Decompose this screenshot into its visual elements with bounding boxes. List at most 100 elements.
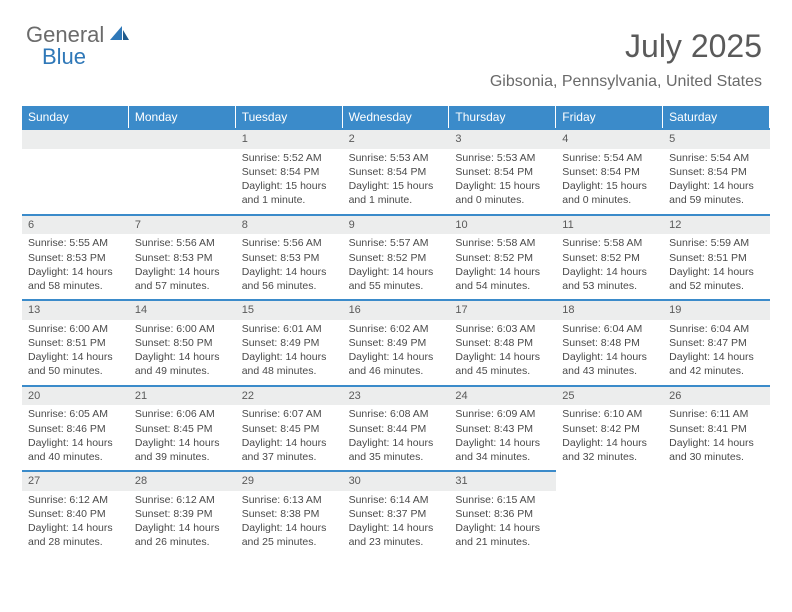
day-number: 29 (236, 472, 343, 491)
day-body: Sunrise: 6:12 AMSunset: 8:40 PMDaylight:… (22, 491, 129, 556)
day-body: Sunrise: 6:04 AMSunset: 8:47 PMDaylight:… (663, 320, 770, 385)
sunset-line: Sunset: 8:53 PM (242, 251, 337, 265)
title-block: July 2025 Gibsonia, Pennsylvania, United… (490, 28, 762, 91)
day-cell: 8Sunrise: 5:56 AMSunset: 8:53 PMDaylight… (236, 214, 343, 300)
sunset-line: Sunset: 8:52 PM (562, 251, 657, 265)
daylight-line: Daylight: 14 hours and 59 minutes. (669, 179, 764, 207)
day-cell: 13Sunrise: 6:00 AMSunset: 8:51 PMDayligh… (22, 299, 129, 385)
day-cell: 25Sunrise: 6:10 AMSunset: 8:42 PMDayligh… (556, 385, 663, 471)
day-cell: 22Sunrise: 6:07 AMSunset: 8:45 PMDayligh… (236, 385, 343, 471)
day-number: 6 (22, 216, 129, 235)
sunset-line: Sunset: 8:50 PM (135, 336, 230, 350)
daylight-line: Daylight: 14 hours and 43 minutes. (562, 350, 657, 378)
column-header: Friday (556, 106, 663, 128)
day-number: 26 (663, 387, 770, 406)
day-number: 2 (343, 130, 450, 149)
day-number: 12 (663, 216, 770, 235)
daylight-line: Daylight: 14 hours and 21 minutes. (455, 521, 550, 549)
day-number: 4 (556, 130, 663, 149)
daylight-line: Daylight: 15 hours and 1 minute. (349, 179, 444, 207)
sunset-line: Sunset: 8:52 PM (455, 251, 550, 265)
day-body: Sunrise: 5:58 AMSunset: 8:52 PMDaylight:… (449, 234, 556, 299)
column-header: Saturday (663, 106, 770, 128)
sunset-line: Sunset: 8:52 PM (349, 251, 444, 265)
sunrise-line: Sunrise: 6:08 AM (349, 407, 444, 421)
day-number: 7 (129, 216, 236, 235)
daylight-line: Daylight: 14 hours and 34 minutes. (455, 436, 550, 464)
day-body: Sunrise: 6:14 AMSunset: 8:37 PMDaylight:… (343, 491, 450, 556)
sunrise-line: Sunrise: 5:53 AM (455, 151, 550, 165)
day-number: 3 (449, 130, 556, 149)
daylight-line: Daylight: 14 hours and 49 minutes. (135, 350, 230, 378)
sunrise-line: Sunrise: 6:12 AM (135, 493, 230, 507)
logo-sail-icon (108, 24, 130, 47)
day-cell: 28Sunrise: 6:12 AMSunset: 8:39 PMDayligh… (129, 470, 236, 556)
column-header: Wednesday (343, 106, 450, 128)
day-number: 30 (343, 472, 450, 491)
day-body: Sunrise: 6:13 AMSunset: 8:38 PMDaylight:… (236, 491, 343, 556)
daylight-line: Daylight: 14 hours and 46 minutes. (349, 350, 444, 378)
day-number: 27 (22, 472, 129, 491)
daylight-line: Daylight: 14 hours and 25 minutes. (242, 521, 337, 549)
sunrise-line: Sunrise: 6:00 AM (28, 322, 123, 336)
sunset-line: Sunset: 8:47 PM (669, 336, 764, 350)
day-number: 19 (663, 301, 770, 320)
sunrise-line: Sunrise: 6:06 AM (135, 407, 230, 421)
daylight-line: Daylight: 14 hours and 37 minutes. (242, 436, 337, 464)
day-number: 14 (129, 301, 236, 320)
day-cell: 15Sunrise: 6:01 AMSunset: 8:49 PMDayligh… (236, 299, 343, 385)
daylight-line: Daylight: 14 hours and 53 minutes. (562, 265, 657, 293)
day-cell: 10Sunrise: 5:58 AMSunset: 8:52 PMDayligh… (449, 214, 556, 300)
sunrise-line: Sunrise: 5:55 AM (28, 236, 123, 250)
daylight-line: Daylight: 14 hours and 50 minutes. (28, 350, 123, 378)
sunset-line: Sunset: 8:49 PM (349, 336, 444, 350)
column-header: Sunday (22, 106, 129, 128)
daylight-line: Daylight: 14 hours and 48 minutes. (242, 350, 337, 378)
day-cell: 31Sunrise: 6:15 AMSunset: 8:36 PMDayligh… (449, 470, 556, 556)
daylight-line: Daylight: 14 hours and 40 minutes. (28, 436, 123, 464)
day-body: Sunrise: 6:04 AMSunset: 8:48 PMDaylight:… (556, 320, 663, 385)
day-body: Sunrise: 6:03 AMSunset: 8:48 PMDaylight:… (449, 320, 556, 385)
sunset-line: Sunset: 8:46 PM (28, 422, 123, 436)
sunrise-line: Sunrise: 6:00 AM (135, 322, 230, 336)
day-body: Sunrise: 5:58 AMSunset: 8:52 PMDaylight:… (556, 234, 663, 299)
day-number: 25 (556, 387, 663, 406)
day-number: 20 (22, 387, 129, 406)
sunrise-line: Sunrise: 5:58 AM (455, 236, 550, 250)
daylight-line: Daylight: 14 hours and 42 minutes. (669, 350, 764, 378)
daylight-line: Daylight: 14 hours and 55 minutes. (349, 265, 444, 293)
sunrise-line: Sunrise: 5:56 AM (135, 236, 230, 250)
sunrise-line: Sunrise: 6:13 AM (242, 493, 337, 507)
sunrise-line: Sunrise: 6:09 AM (455, 407, 550, 421)
day-number: 9 (343, 216, 450, 235)
day-number: 11 (556, 216, 663, 235)
day-body: Sunrise: 6:06 AMSunset: 8:45 PMDaylight:… (129, 405, 236, 470)
sunset-line: Sunset: 8:54 PM (562, 165, 657, 179)
day-cell: 12Sunrise: 5:59 AMSunset: 8:51 PMDayligh… (663, 214, 770, 300)
day-number: 15 (236, 301, 343, 320)
day-number: 31 (449, 472, 556, 491)
sunrise-line: Sunrise: 6:03 AM (455, 322, 550, 336)
sunset-line: Sunset: 8:44 PM (349, 422, 444, 436)
day-body: Sunrise: 6:05 AMSunset: 8:46 PMDaylight:… (22, 405, 129, 470)
day-number: 24 (449, 387, 556, 406)
day-cell: 5Sunrise: 5:54 AMSunset: 8:54 PMDaylight… (663, 128, 770, 214)
day-cell: 1Sunrise: 5:52 AMSunset: 8:54 PMDaylight… (236, 128, 343, 214)
daylight-line: Daylight: 14 hours and 26 minutes. (135, 521, 230, 549)
day-cell: 3Sunrise: 5:53 AMSunset: 8:54 PMDaylight… (449, 128, 556, 214)
day-cell: 27Sunrise: 6:12 AMSunset: 8:40 PMDayligh… (22, 470, 129, 556)
column-header: Monday (129, 106, 236, 128)
day-body: Sunrise: 5:53 AMSunset: 8:54 PMDaylight:… (343, 149, 450, 214)
day-body: Sunrise: 6:01 AMSunset: 8:49 PMDaylight:… (236, 320, 343, 385)
day-body: Sunrise: 6:09 AMSunset: 8:43 PMDaylight:… (449, 405, 556, 470)
sunset-line: Sunset: 8:43 PM (455, 422, 550, 436)
day-body: Sunrise: 5:54 AMSunset: 8:54 PMDaylight:… (663, 149, 770, 214)
sunrise-line: Sunrise: 5:56 AM (242, 236, 337, 250)
sunset-line: Sunset: 8:41 PM (669, 422, 764, 436)
logo-text-blue: Blue (42, 44, 86, 70)
sunset-line: Sunset: 8:38 PM (242, 507, 337, 521)
day-body: Sunrise: 6:15 AMSunset: 8:36 PMDaylight:… (449, 491, 556, 556)
day-cell: 4Sunrise: 5:54 AMSunset: 8:54 PMDaylight… (556, 128, 663, 214)
sunset-line: Sunset: 8:54 PM (242, 165, 337, 179)
sunset-line: Sunset: 8:45 PM (242, 422, 337, 436)
